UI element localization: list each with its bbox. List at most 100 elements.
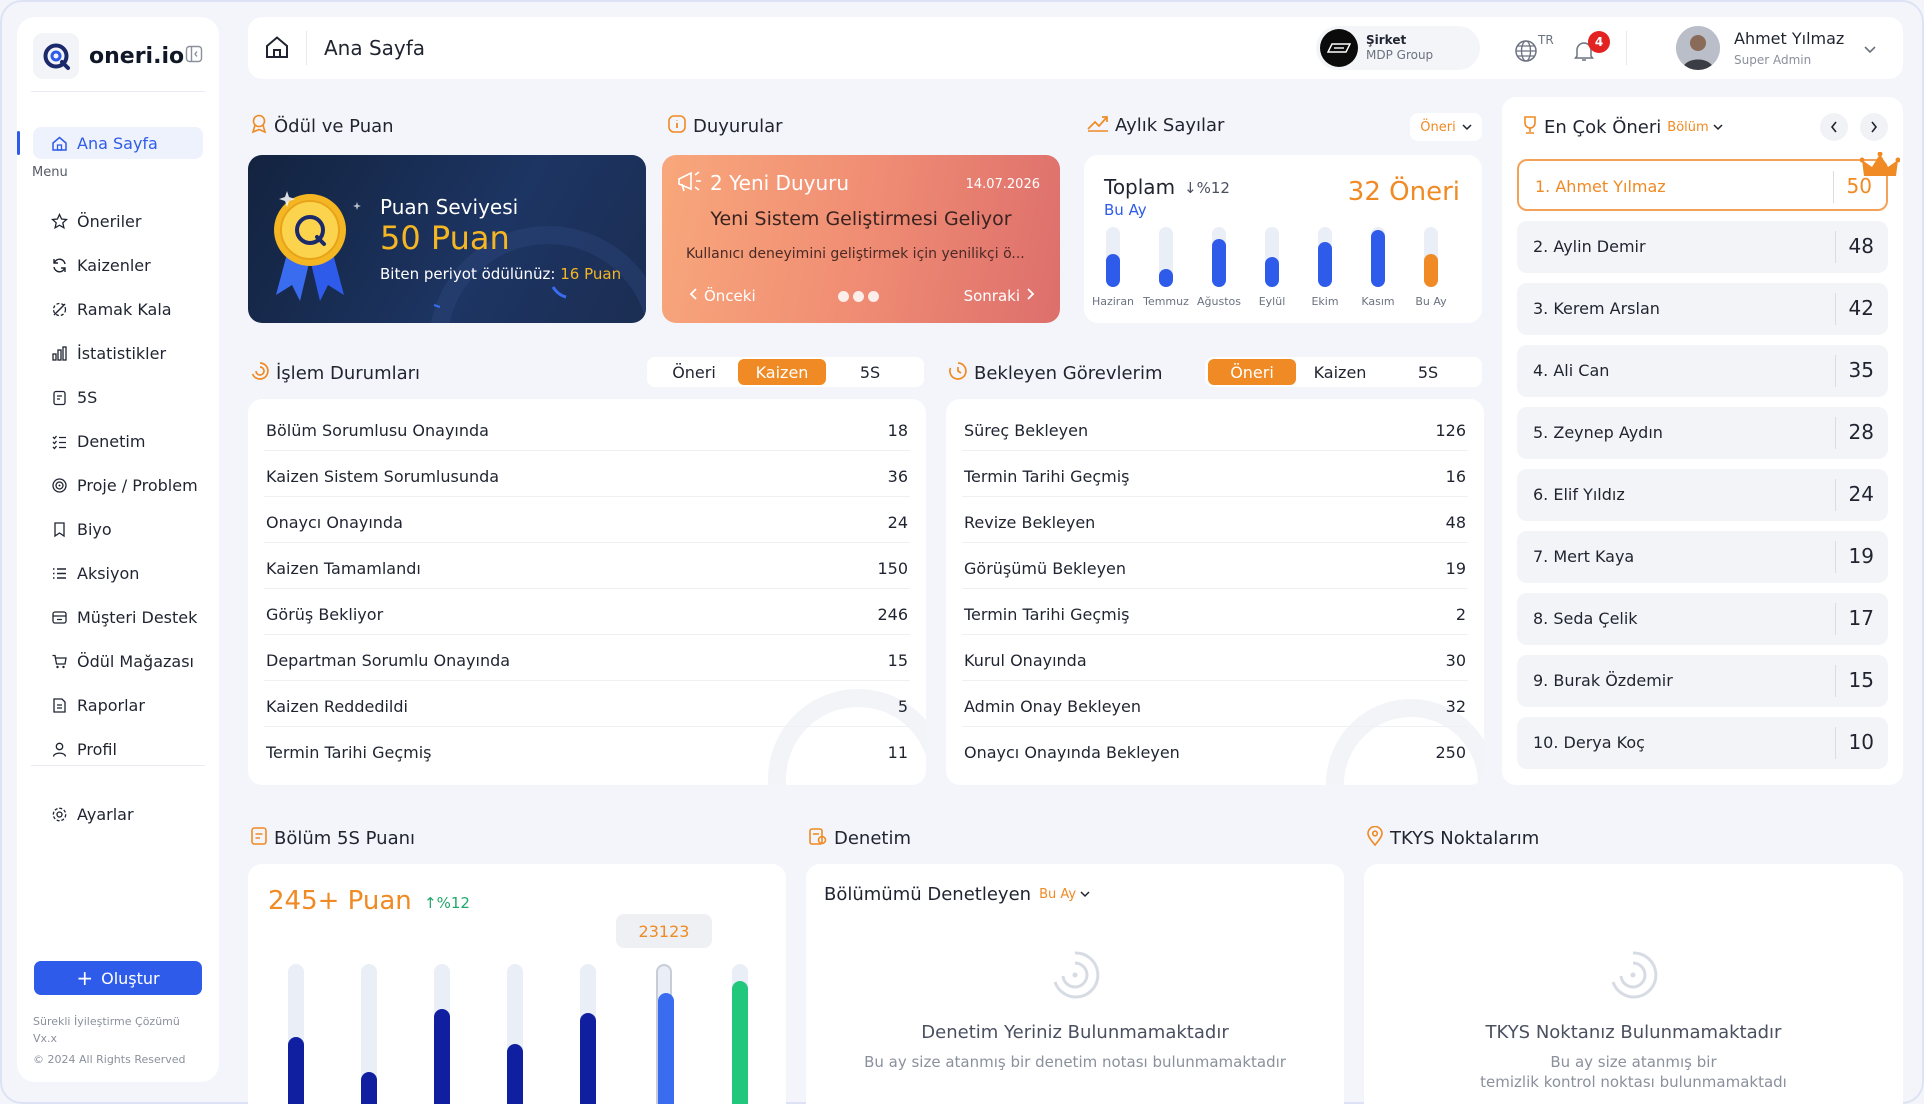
rank-row[interactable]: 2. Aylin Demir 48 xyxy=(1517,221,1888,273)
tab-kaizen[interactable]: Kaizen xyxy=(738,359,826,385)
sidebar-item-label: Ödül Mağazası xyxy=(77,651,194,671)
reward-card[interactable]: Puan Seviyesi 50 Puan Biten periyot ödül… xyxy=(248,155,646,323)
monthly-total-label: Toplam xyxy=(1104,175,1176,199)
table-row[interactable]: Termin Tarihi Geçmiş 11 xyxy=(264,727,910,773)
tab-kaizen[interactable]: Kaizen xyxy=(1313,362,1367,382)
sidebar-item-oneriler[interactable]: Öneriler xyxy=(33,205,219,237)
sidebar-item-biyo[interactable]: Biyo xyxy=(33,513,219,545)
home-icon[interactable] xyxy=(264,34,290,64)
table-row[interactable]: Departman Sorumlu Onayında 15 xyxy=(264,635,910,681)
sidebar-divider xyxy=(31,765,205,766)
table-row[interactable]: Termin Tarihi Geçmiş 2 xyxy=(962,589,1468,635)
rank-row[interactable]: 8. Seda Çelik 17 xyxy=(1517,593,1888,645)
monthly-bar[interactable] xyxy=(1424,227,1438,287)
table-row[interactable]: Kaizen Sistem Sorumlusunda 36 xyxy=(264,451,910,497)
tab-5s[interactable]: 5S xyxy=(859,362,881,382)
table-row[interactable]: Onaycı Onayında 24 xyxy=(264,497,910,543)
tkys-empty-line1: Bu ay size atanmış bir xyxy=(1550,1053,1717,1071)
arrow-down-icon: ↓ xyxy=(1184,179,1197,197)
sidebar-item-odul-magazasi[interactable]: Ödül Mağazası xyxy=(33,645,219,677)
top-next-button[interactable] xyxy=(1860,113,1888,141)
globe-icon[interactable] xyxy=(1514,39,1538,67)
chevron-down-icon[interactable] xyxy=(1862,41,1878,61)
score-bar[interactable] xyxy=(434,964,450,1104)
rank-row[interactable]: 6. Elif Yıldız 24 xyxy=(1517,469,1888,521)
sidebar-item-ayarlar[interactable]: Ayarlar xyxy=(33,798,219,830)
table-row[interactable]: Görüş Bekliyor 246 xyxy=(264,589,910,635)
monthly-bar[interactable] xyxy=(1318,227,1332,287)
avatar[interactable] xyxy=(1676,26,1720,70)
announcement-card[interactable]: 2 Yeni Duyuru 14.07.2026 Yeni Sistem Gel… xyxy=(662,155,1060,323)
carousel-dots[interactable] xyxy=(838,291,879,302)
sidebar-item-raporlar[interactable]: Raporlar xyxy=(33,689,219,721)
table-row[interactable]: Revize Bekleyen 48 xyxy=(962,497,1468,543)
audit-period-dropdown[interactable]: Bu Ay xyxy=(1039,887,1090,902)
sidebar-collapse-icon[interactable] xyxy=(185,45,203,67)
sidebar-item-musteri-destek[interactable]: Müşteri Destek xyxy=(33,601,219,633)
table-row[interactable]: Görüşümü Bekleyen 19 xyxy=(962,543,1468,589)
reward-section-title: Ödül ve Puan xyxy=(250,114,394,139)
tab-oneri[interactable]: Öneri xyxy=(1208,359,1296,385)
announcement-prev-button[interactable]: Önceki xyxy=(688,287,756,305)
sidebar-item-label: Ramak Kala xyxy=(77,299,172,319)
sidebar-item-istatistikler[interactable]: İstatistikler xyxy=(33,337,219,369)
monthly-bar[interactable] xyxy=(1106,227,1120,287)
rank-row[interactable]: 10. Derya Koç 10 xyxy=(1517,717,1888,769)
monthly-bar[interactable] xyxy=(1371,227,1385,287)
row-label: Termin Tarihi Geçmiş xyxy=(964,467,1130,486)
rank-row[interactable]: 5. Zeynep Aydın 28 xyxy=(1517,407,1888,459)
announcement-next-button[interactable]: Sonraki xyxy=(964,287,1036,305)
score-bar[interactable] xyxy=(580,964,596,1104)
brand-logo[interactable]: oneri.io xyxy=(33,33,184,79)
rank-row[interactable]: 1. Ahmet Yılmaz 50 xyxy=(1517,159,1888,211)
tab-oneri[interactable]: Öneri xyxy=(672,362,716,382)
score-bar[interactable] xyxy=(288,964,304,1104)
rank-name: 9. Burak Özdemir xyxy=(1533,671,1673,690)
language-code[interactable]: TR xyxy=(1538,33,1554,47)
clipboard-icon xyxy=(49,387,69,407)
monthly-filter-dropdown[interactable]: Öneri xyxy=(1410,113,1482,141)
section-5s-card: 245+ Puan ↑%12 23123 xyxy=(248,864,786,1104)
rank-row[interactable]: 4. Ali Can 35 xyxy=(1517,345,1888,397)
top-suggestions-filter[interactable]: Bölüm xyxy=(1667,120,1723,135)
table-row[interactable]: Admin Onay Bekleyen 32 xyxy=(962,681,1468,727)
section-5s-change: ↑%12 xyxy=(424,894,470,912)
create-button[interactable]: + Oluştur xyxy=(34,961,202,995)
bell-icon[interactable] xyxy=(1572,39,1596,67)
rank-value: 48 xyxy=(1848,234,1874,258)
table-row[interactable]: Kaizen Reddedildi 5 xyxy=(264,681,910,727)
score-bar[interactable] xyxy=(732,964,748,1104)
tab-5s[interactable]: 5S xyxy=(1417,362,1439,382)
monthly-bar-fill xyxy=(1265,257,1279,287)
top-prev-button[interactable] xyxy=(1820,113,1848,141)
table-row[interactable]: Onaycı Onayında Bekleyen 250 xyxy=(962,727,1468,773)
table-row[interactable]: Termin Tarihi Geçmiş 16 xyxy=(962,451,1468,497)
monthly-bar[interactable] xyxy=(1159,227,1173,287)
rank-row[interactable]: 3. Kerem Arslan 42 xyxy=(1517,283,1888,335)
table-row[interactable]: Kurul Onayında 30 xyxy=(962,635,1468,681)
table-row[interactable]: Bölüm Sorumlusu Onayında 18 xyxy=(264,405,910,451)
sidebar-item-aksiyon[interactable]: Aksiyon xyxy=(33,557,219,589)
sidebar-item-ramak-kala[interactable]: Ramak Kala xyxy=(33,293,219,325)
table-row[interactable]: Kaizen Tamamlandı 150 xyxy=(264,543,910,589)
monthly-total-value: 32 Öneri xyxy=(1347,177,1460,207)
sidebar-item-label: Profil xyxy=(77,739,117,759)
sidebar-item-profil[interactable]: Profil xyxy=(33,733,219,765)
monthly-bar[interactable] xyxy=(1265,227,1279,287)
score-bar[interactable] xyxy=(361,964,377,1104)
sidebar-item-denetim[interactable]: Denetim xyxy=(33,425,219,457)
rank-row[interactable]: 7. Mert Kaya 19 xyxy=(1517,531,1888,583)
monthly-bar[interactable] xyxy=(1212,227,1226,287)
table-row[interactable]: Süreç Bekleyen 126 xyxy=(962,405,1468,451)
company-selector[interactable]: Şirket MDP Group xyxy=(1316,26,1480,70)
sidebar-item-kaizenler[interactable]: Kaizenler xyxy=(33,249,219,281)
score-bar[interactable] xyxy=(507,964,523,1104)
row-label: Görüşümü Bekleyen xyxy=(964,559,1127,578)
sidebar-item-proje-problem[interactable]: Proje / Problem xyxy=(33,469,219,501)
score-bar[interactable] xyxy=(656,964,674,1104)
rank-row[interactable]: 9. Burak Özdemir 15 xyxy=(1517,655,1888,707)
user-name: Ahmet Yılmaz xyxy=(1734,29,1845,48)
sidebar-item-5s[interactable]: 5S xyxy=(33,381,219,413)
footer-copyright: © 2024 All Rights Reserved xyxy=(33,1053,186,1066)
sidebar-item-ana-sayfa[interactable]: Ana Sayfa xyxy=(33,127,203,159)
